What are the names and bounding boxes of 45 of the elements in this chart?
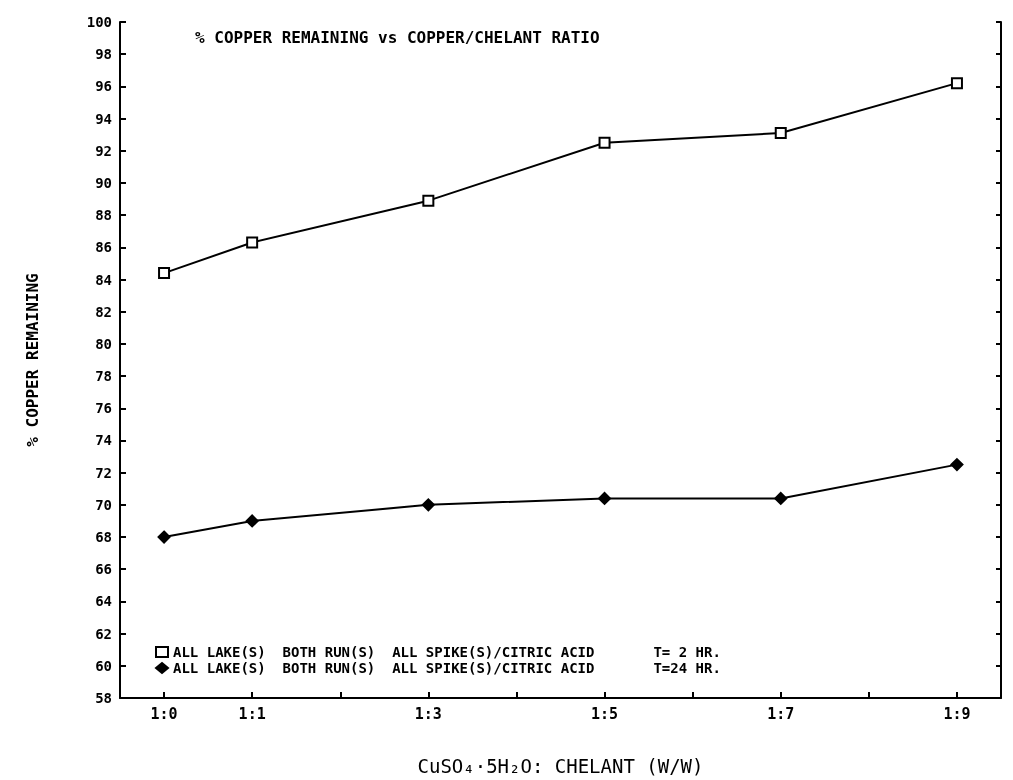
legend-label: ALL LAKE(S) BOTH RUN(S) ALL SPIKE(S)/CITRIC ACID T= 2 HR. <box>173 644 721 660</box>
y-tick-label: 68 <box>95 529 112 546</box>
y-tick-label: 78 <box>95 368 112 385</box>
y-tick-label: 74 <box>95 432 112 449</box>
x-tick-label: 1:5 <box>591 704 619 723</box>
point <box>246 236 259 249</box>
y-tick-label: 98 <box>95 46 112 63</box>
y-tick-label: 58 <box>95 690 112 706</box>
point <box>422 194 435 207</box>
x-tick-label: 1:9 <box>943 704 971 723</box>
y-tick-label: 100 <box>86 14 112 30</box>
x-tick-label: 1:0 <box>150 704 178 723</box>
y-tick-label: 88 <box>95 207 112 224</box>
y-tick-label: 70 <box>95 496 112 513</box>
y-tick-label: 60 <box>95 657 112 674</box>
x-tick-label: 1:1 <box>238 704 266 723</box>
y-tick-label: 90 <box>95 174 112 191</box>
point <box>245 514 259 528</box>
y-tick-label: 96 <box>95 78 112 95</box>
y-axis-title: % COPPER REMAINING <box>22 273 42 447</box>
x-axis-title: CuSO₄·5H₂O: CHELANT (W/W) <box>417 754 704 777</box>
y-tick-label: 86 <box>95 239 112 256</box>
y-tick-label: 80 <box>95 335 112 352</box>
x-tick-label: 1:3 <box>414 704 442 723</box>
y-tick-label: 72 <box>95 464 112 481</box>
legend-label: ALL LAKE(S) BOTH RUN(S) ALL SPIKE(S)/CITRIC ACID T=24 HR. <box>173 660 721 676</box>
point <box>598 491 612 505</box>
point <box>598 136 611 149</box>
y-tick-label: 76 <box>95 400 112 417</box>
point <box>774 127 787 140</box>
y-tick-label: 64 <box>95 593 112 610</box>
y-tick-label: 84 <box>95 271 112 288</box>
y-tick-label: 92 <box>95 142 112 159</box>
point <box>158 267 171 280</box>
point <box>950 77 963 90</box>
point <box>774 491 788 505</box>
y-tick-label: 66 <box>95 561 112 578</box>
chart-title: % COPPER REMAINING vs COPPER/CHELANT RATIO <box>195 27 600 47</box>
y-tick-label: 82 <box>95 303 112 320</box>
y-tick-label: 62 <box>95 625 112 642</box>
x-tick-label: 1:7 <box>767 704 795 723</box>
point <box>421 498 435 512</box>
point <box>157 530 171 544</box>
y-tick-label: 94 <box>95 110 112 127</box>
point <box>950 458 964 472</box>
